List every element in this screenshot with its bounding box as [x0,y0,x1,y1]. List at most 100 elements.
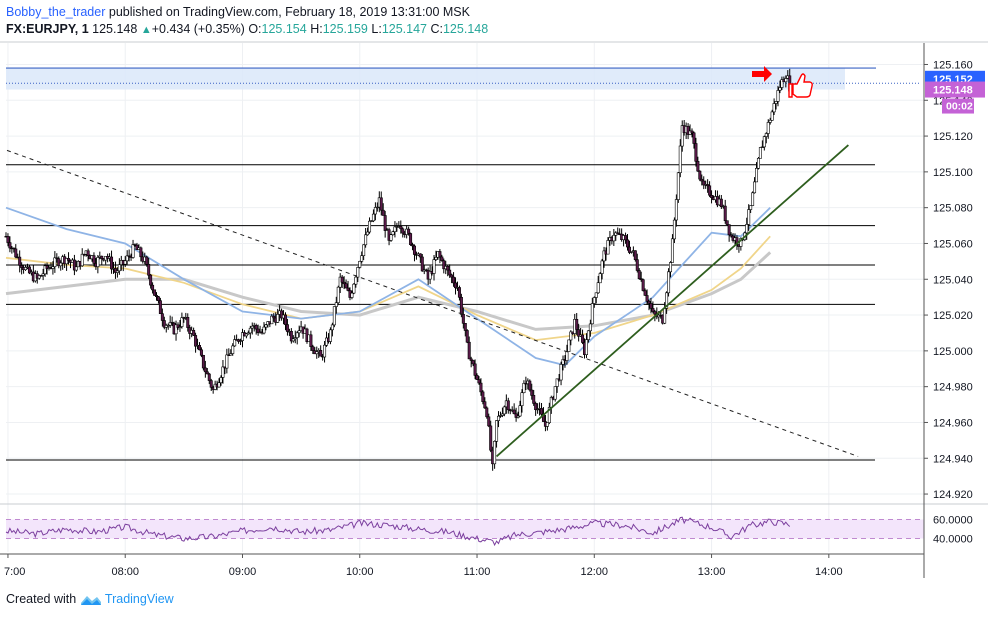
candle-body [663,308,667,324]
low-value: 125.147 [381,22,427,36]
candle-body [706,184,710,187]
candle-body [356,267,360,278]
created-with-text: Created with [6,592,77,606]
candle-body [358,260,362,268]
candle-body [442,260,446,270]
candle-body [53,257,57,267]
candle-body [350,292,354,298]
candle-body [186,316,190,328]
candle-body [162,320,166,328]
moving-averages [5,206,772,367]
candle-body [244,333,248,337]
candle-body [440,256,444,261]
candle-body [676,172,680,200]
author-link[interactable]: Bobby_the_trader [6,5,106,19]
candle-body [708,185,712,196]
candle-body [561,359,565,365]
tradingview-link[interactable]: TradingView [104,592,174,606]
candle-body [641,279,645,291]
candle-body [383,215,387,231]
candle-body [59,262,63,267]
candle-body [495,420,499,442]
candle-body [192,329,196,336]
candle-body [516,415,520,418]
candle-body [479,382,483,393]
candle-body [131,244,135,258]
candle-body [407,228,411,234]
candle-body [626,239,630,248]
candle-body [459,296,463,315]
candle-body [448,269,452,276]
candle-body [424,269,428,271]
candle-body [37,275,41,279]
candle-body [778,87,782,91]
candle-body [581,334,585,343]
candle-body [176,324,180,328]
y-tick-label-6: 125.040 [933,274,973,286]
trendlines[interactable] [6,144,859,458]
candle-body [498,415,502,417]
candle-body [246,332,250,335]
candle-body [393,226,397,232]
candle-body [156,296,160,302]
candle-body [635,259,639,271]
horizontal-levels[interactable] [6,164,875,461]
candle-body [594,292,598,298]
open-value: 125.154 [261,22,307,36]
candle-body [135,244,139,250]
rsi-tick-label-0: 60.0000 [933,515,973,527]
candle-body [747,209,751,225]
candle-body [178,326,182,328]
rsi-band [6,519,924,539]
symbol-label[interactable]: FX:EURJPY, 1 [6,22,89,36]
candle-body [753,181,757,194]
footer: Created with TradingView [6,592,174,607]
candle-body [569,331,573,341]
candle-body [667,271,671,294]
candle-body [125,255,129,262]
y-tick-label-12: 124.920 [933,489,973,501]
candle-body [55,257,59,259]
candle-body [612,235,616,242]
y-tick-label-5: 125.060 [933,238,973,250]
x-tick-label-5: 12:00 [581,566,609,578]
candle-body [532,394,536,404]
candle-body [584,339,588,356]
y-tick-label-3: 125.100 [933,167,973,179]
high-value: 125.159 [322,22,368,36]
candle-body [158,300,162,315]
candle-body [624,235,628,241]
candle-body [606,240,610,255]
candle-body [41,273,45,276]
candle-body [409,233,413,245]
x-tick-label-7: 14:00 [815,566,843,578]
candle-body [256,328,260,334]
candle-body [194,335,198,347]
candle-body [577,329,581,337]
candle-body [334,302,338,307]
candle-body [547,407,551,423]
x-tick-label-0: 7:00 [4,566,25,578]
candle-body [74,266,78,271]
candle-body [432,259,436,274]
candle-body [270,315,274,325]
candle-body [115,270,119,273]
candle-body [559,363,563,381]
candle-body [768,119,772,123]
candle-body [100,255,104,259]
candle-body [51,266,55,269]
axes: 125.160125.140125.120125.100125.080125.0… [0,41,988,578]
candle-body [65,258,69,265]
candle-body [600,260,604,274]
countdown-tag [942,98,974,114]
candle-body [180,317,184,327]
candle-body [454,282,458,289]
candle-body [702,180,706,186]
candle-body [401,228,405,234]
candle-body [297,330,301,334]
candle-body [168,322,172,326]
last-price: 125.148 [92,22,138,36]
candle-body [512,409,516,415]
annotations [752,66,813,98]
